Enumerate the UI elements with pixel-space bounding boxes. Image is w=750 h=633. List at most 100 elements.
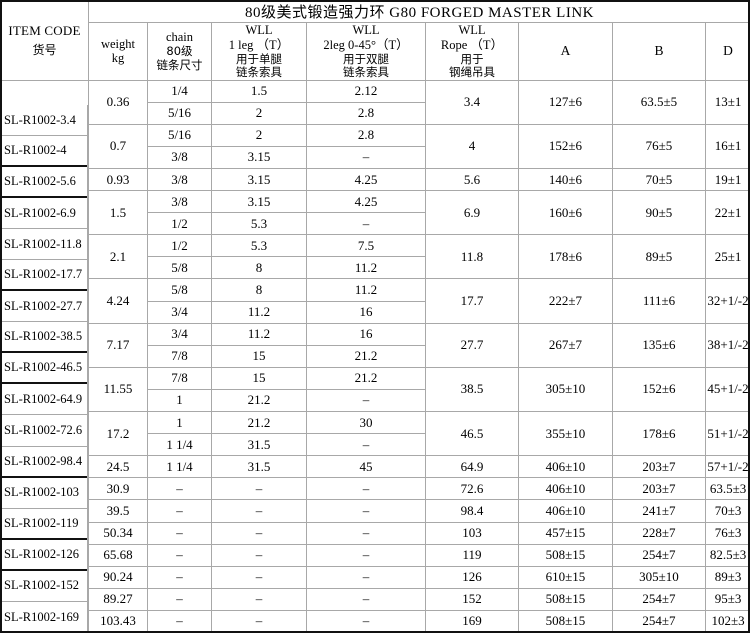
- cell-wll-1-leg: 21.2: [211, 411, 307, 435]
- cell-chain-size: –: [147, 477, 212, 501]
- cell-wll-rope: 5.6: [425, 167, 519, 192]
- cell-weight: 24.5: [88, 455, 148, 479]
- cell-wll-1-leg: 2: [211, 123, 307, 147]
- table-row: 3/8 3.15–: [1, 145, 750, 170]
- cell-dim-d: 89±3: [704, 565, 750, 589]
- cell-wll-rope: 152: [425, 587, 519, 611]
- cell-wll-1-leg: –: [211, 477, 307, 501]
- cell-dim-b: 228±7: [612, 521, 706, 545]
- cell-chain-size: 5/16: [147, 123, 212, 147]
- cell-wll-1-leg: 11.2: [211, 300, 307, 324]
- cell-chain-size: 7/8: [147, 366, 212, 390]
- cell-chain-size: 3/8: [147, 190, 212, 214]
- header-item-code: ITEM CODE 货号: [0, 0, 89, 81]
- cell-wll-rope: 17.7: [425, 278, 519, 324]
- table-row: 5/8 8 11.2: [1, 256, 750, 280]
- table-row: 24.5 1 1/4 31.5 45 64.9 406±10 203±7 57+1/-2: [0, 455, 750, 479]
- cell-wll-1-leg: 21.2: [211, 388, 307, 413]
- cell-wll-1-leg: –: [211, 543, 307, 567]
- cell-wll-1-leg: 5.3: [211, 212, 307, 236]
- cell-dim-b: 305±10: [612, 565, 706, 589]
- table-row: 0.7 5/16 2 2.8 4 152±6 76±5 16±1: [0, 123, 750, 170]
- cell-weight: 103.43: [88, 609, 148, 633]
- table-row: 11.55 7/8 15 21.2 38.5 305±10 152±6 45+1/-2: [0, 366, 750, 413]
- cell-wll-rope: 103: [425, 521, 519, 545]
- cell-weight: 0.36: [88, 79, 148, 125]
- table-row: 50.34– – –103 457±15 228±7 76±3: [0, 521, 750, 545]
- cell-wll-rope: 64.9: [425, 455, 519, 479]
- cell-wll-1-leg: 31.5: [211, 455, 307, 479]
- cell-wll-1-leg: –: [211, 499, 307, 523]
- table-row: 103.43– – –169 508±15 254±7 102±3: [0, 609, 750, 633]
- cell-wll-1-leg: 5.3: [211, 234, 307, 258]
- cell-dim-d: 63.5±3: [704, 477, 750, 501]
- cell-chain-size: 7/8: [147, 344, 212, 368]
- cell-wll-2-leg: –: [306, 477, 426, 501]
- table-row: 7/8 15 21.2: [1, 344, 750, 368]
- cell-dim-a: 305±10: [518, 366, 613, 413]
- cell-dim-d: 16±1: [704, 123, 750, 170]
- table-row: 90.24– – –126 610±15 305±10 89±3: [0, 565, 750, 589]
- cell-dim-b: 63.5±5: [612, 79, 706, 125]
- cell-wll-2-leg: 11.2: [306, 256, 426, 280]
- cell-chain-size: 1 1/4: [147, 433, 212, 457]
- cell-wll-2-leg: –: [306, 388, 426, 413]
- cell-wll-2-leg: 2.8: [306, 123, 426, 147]
- cell-wll-1-leg: 15: [211, 344, 307, 368]
- cell-dim-a: 152±6: [518, 123, 613, 170]
- header-weight-line1: weight: [100, 36, 136, 51]
- header-wll2-line4: 链条索具: [343, 65, 389, 80]
- table-row: 3/4 11.2 16: [1, 300, 750, 324]
- cell-wll-rope: 98.4: [425, 499, 519, 523]
- header-weight: weight kg: [88, 22, 148, 81]
- header-wll2-line1: WLL: [352, 23, 380, 37]
- cell-dim-a: 160±6: [518, 190, 613, 236]
- cell-chain-size: 3/4: [147, 300, 212, 324]
- item-code-cell: SL-R1002-17.7: [0, 260, 87, 292]
- cell-dim-a: 406±10: [518, 477, 613, 501]
- cell-wll-rope: 11.8: [425, 234, 519, 280]
- header-chain-line1: chain: [165, 30, 194, 45]
- header-chain-line2: 80级: [166, 44, 193, 59]
- cell-dim-d: 25±1: [704, 234, 750, 280]
- cell-wll-2-leg: 11.2: [306, 278, 426, 302]
- header-wll1-line3: 用于单腿: [236, 51, 282, 66]
- cell-dim-b: 152±6: [612, 366, 706, 413]
- cell-wll-2-leg: 2.8: [306, 101, 426, 125]
- cell-chain-size: 1 1/4: [147, 455, 212, 479]
- item-code-cell: SL-R1002-126: [0, 539, 87, 571]
- header-wll2-line3: 用于双腿: [343, 51, 389, 66]
- cell-dim-b: 254±7: [612, 609, 706, 633]
- cell-wll-rope: 4: [425, 123, 519, 170]
- item-code-cell: SL-R1002-3.4: [0, 105, 87, 137]
- header-wll1-line4: 链条索具: [236, 65, 282, 80]
- cell-chain-size: –: [147, 499, 212, 523]
- cell-weight: 50.34: [88, 521, 148, 545]
- cell-wll-1-leg: –: [211, 609, 307, 633]
- cell-dim-b: 90±5: [612, 190, 706, 236]
- table-row: 1 21.2–: [1, 388, 750, 413]
- item-code-cell: SL-R1002-5.6: [0, 167, 87, 199]
- cell-dim-b: 241±7: [612, 499, 706, 523]
- cell-chain-size: 1/4: [147, 79, 212, 103]
- cell-chain-size: 5/8: [147, 278, 212, 302]
- cell-wll-1-leg: 31.5: [211, 433, 307, 457]
- header-wll-rope: WLL Rope （T） 用于 钢绳吊具: [425, 22, 519, 81]
- cell-wll-rope: 27.7: [425, 322, 519, 368]
- cell-chain-size: –: [147, 543, 212, 567]
- item-code-cell: SL-R1002-103: [0, 477, 87, 509]
- header-wll1-line2: 1 leg （T）: [228, 37, 290, 52]
- cell-chain-size: –: [147, 609, 212, 633]
- cell-dim-d: 38+1/-2: [704, 322, 750, 368]
- cell-chain-size: 1: [147, 411, 212, 435]
- cell-dim-d: 76±3: [704, 521, 750, 545]
- cell-dim-d: 82.5±3: [704, 543, 750, 567]
- cell-weight: 0.93: [88, 167, 148, 192]
- cell-chain-size: –: [147, 521, 212, 545]
- cell-dim-d: 22±1: [704, 190, 750, 236]
- table-row: 1.5 3/8 3.15 4.25 6.9 160±6 90±5 22±1: [0, 190, 750, 236]
- cell-wll-2-leg: 16: [306, 322, 426, 346]
- cell-wll-2-leg: –: [306, 521, 426, 545]
- cell-chain-size: 1/2: [147, 234, 212, 258]
- item-code-cell: SL-R1002-98.4: [0, 446, 87, 478]
